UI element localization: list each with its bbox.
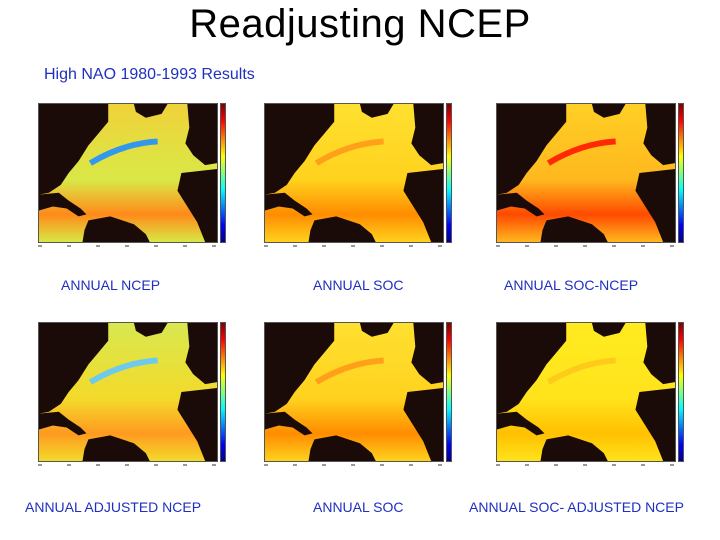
map-panel xyxy=(38,101,233,261)
colorbar xyxy=(220,322,226,462)
colorbar xyxy=(678,322,684,462)
panel-caption: ANNUAL ADJUSTED NCEP xyxy=(25,499,202,515)
slide-subtitle: High NAO 1980-1993 Results xyxy=(44,66,255,83)
colorbar xyxy=(678,103,684,243)
map-panel xyxy=(38,320,233,480)
map-panel xyxy=(264,101,459,261)
atlantic-map-image xyxy=(38,322,218,462)
panel-caption: ANNUAL SOC xyxy=(313,277,404,293)
atlantic-map-image xyxy=(496,103,676,243)
panel-caption: ANNUAL SOC-NCEP xyxy=(504,277,639,293)
axis-ticks xyxy=(496,464,676,470)
panel-caption: ANNUAL NCEP xyxy=(61,277,161,293)
axis-ticks xyxy=(264,245,444,251)
colorbar xyxy=(446,322,452,462)
axis-ticks xyxy=(496,245,676,251)
axis-ticks xyxy=(38,464,218,470)
colorbar xyxy=(446,103,452,243)
panel-caption: ANNUAL SOC xyxy=(313,499,404,515)
atlantic-map-image xyxy=(264,103,444,243)
atlantic-map-image xyxy=(496,322,676,462)
slide-title: Readjusting NCEP xyxy=(189,2,531,46)
panel-caption: ANNUAL SOC- ADJUSTED NCEP xyxy=(469,499,684,515)
atlantic-map-image xyxy=(264,322,444,462)
axis-ticks xyxy=(38,245,218,251)
map-panel xyxy=(264,320,459,480)
atlantic-map-image xyxy=(38,103,218,243)
axis-ticks xyxy=(264,464,444,470)
map-panel xyxy=(496,101,691,261)
map-panel xyxy=(496,320,691,480)
colorbar xyxy=(220,103,226,243)
